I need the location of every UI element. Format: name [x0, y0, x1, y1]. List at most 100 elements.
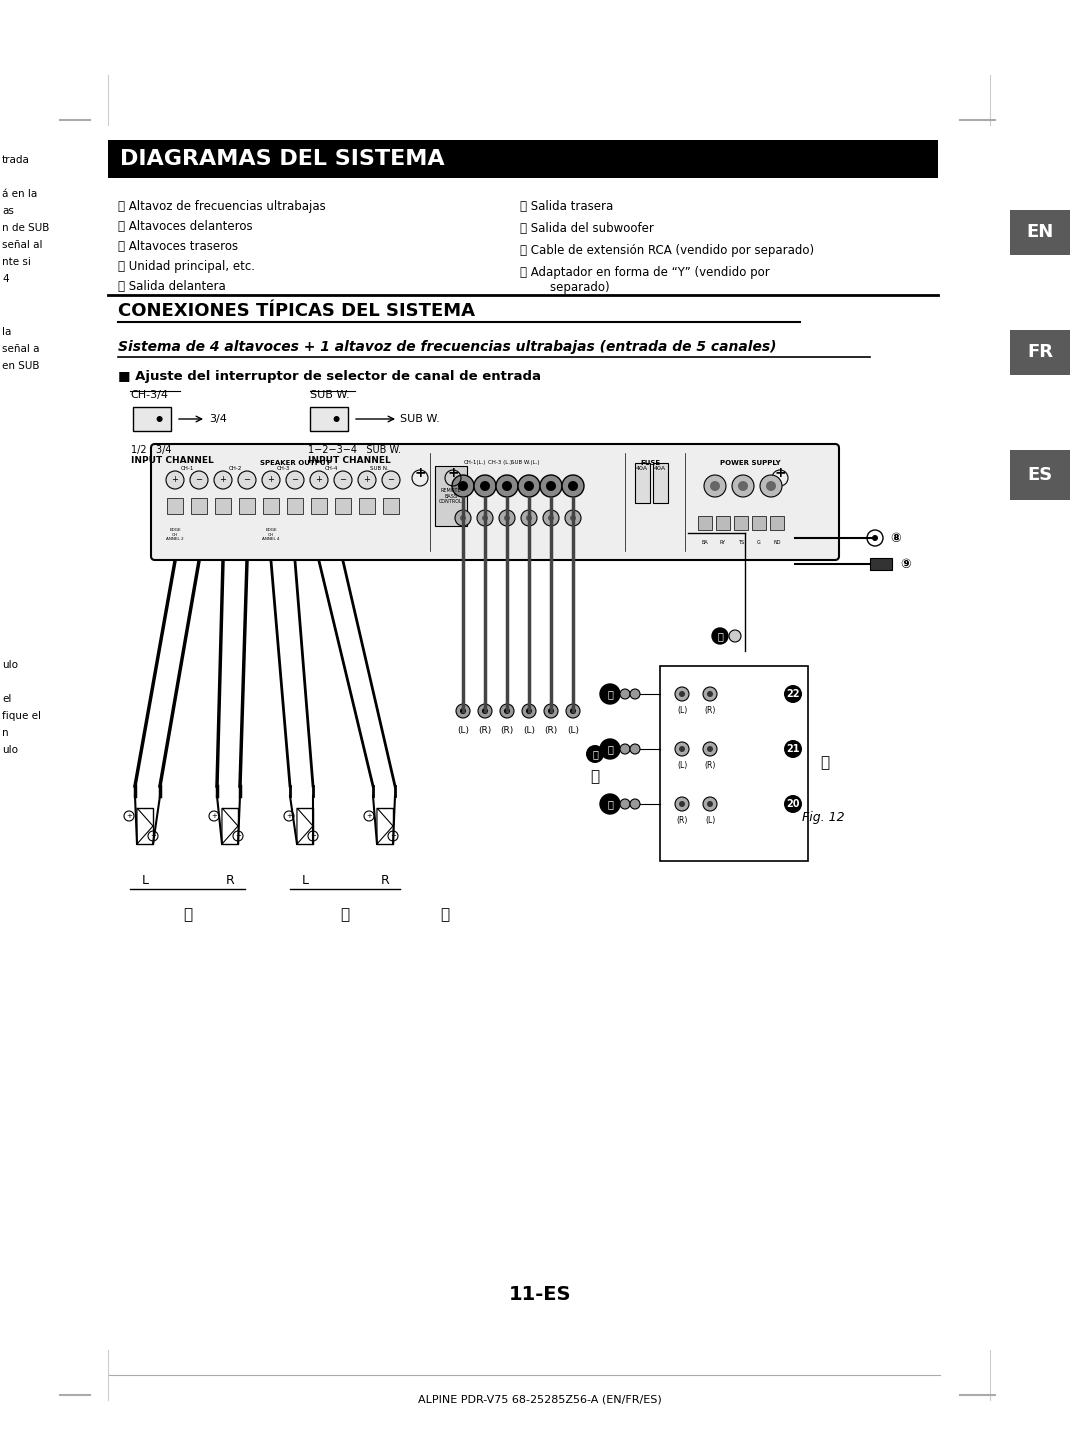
- Text: SUB W.: SUB W.: [400, 414, 440, 424]
- Text: RY: RY: [720, 540, 726, 546]
- Text: ⓔ Salida delantera: ⓔ Salida delantera: [118, 280, 226, 293]
- Circle shape: [460, 516, 465, 521]
- Text: as: as: [2, 205, 14, 215]
- Text: (R): (R): [676, 816, 688, 826]
- Circle shape: [630, 689, 640, 699]
- Circle shape: [620, 689, 630, 699]
- Circle shape: [482, 708, 488, 714]
- Circle shape: [620, 798, 630, 808]
- Bar: [335, 498, 351, 514]
- Text: ⓖ: ⓖ: [592, 750, 598, 760]
- Circle shape: [872, 536, 878, 541]
- Text: (R): (R): [544, 727, 557, 735]
- Text: (R): (R): [478, 727, 491, 735]
- Bar: [770, 516, 784, 530]
- Circle shape: [548, 516, 554, 521]
- Text: INPUT CHANNEL: INPUT CHANNEL: [131, 457, 214, 465]
- Text: +: +: [447, 467, 459, 480]
- Circle shape: [568, 481, 578, 491]
- Circle shape: [630, 744, 640, 754]
- Text: nte si: nte si: [2, 257, 31, 267]
- Text: INPUT CHANNEL: INPUT CHANNEL: [308, 457, 391, 465]
- Circle shape: [566, 704, 580, 718]
- Circle shape: [732, 475, 754, 497]
- Circle shape: [546, 481, 556, 491]
- Bar: [167, 498, 183, 514]
- Circle shape: [190, 471, 208, 490]
- Circle shape: [679, 801, 685, 807]
- Text: ulo: ulo: [2, 745, 18, 755]
- Text: ⑨: ⑨: [900, 557, 910, 570]
- Bar: [108, 139, 939, 178]
- Text: ⓑ: ⓑ: [183, 908, 192, 922]
- Circle shape: [867, 530, 883, 546]
- Text: ⓑ Altavoces delanteros: ⓑ Altavoces delanteros: [118, 220, 253, 233]
- Text: CH-1: CH-1: [180, 467, 193, 471]
- Text: EDGE
CH
ANNEL 4: EDGE CH ANNEL 4: [262, 528, 280, 541]
- Circle shape: [586, 745, 604, 763]
- Circle shape: [543, 510, 559, 526]
- Bar: [734, 516, 748, 530]
- Text: −: −: [292, 475, 298, 484]
- Text: 40A: 40A: [653, 467, 666, 471]
- Bar: [660, 666, 808, 862]
- Bar: [311, 498, 327, 514]
- Bar: [1010, 330, 1070, 375]
- Circle shape: [499, 510, 515, 526]
- Text: +: +: [172, 475, 178, 484]
- Text: BA: BA: [702, 540, 708, 546]
- Circle shape: [453, 475, 474, 497]
- Text: ulo: ulo: [2, 661, 18, 671]
- Text: −: −: [339, 475, 347, 484]
- Text: +: +: [219, 475, 227, 484]
- Circle shape: [478, 704, 492, 718]
- Text: ⓐ Altavoz de frecuencias ultrabajas: ⓐ Altavoz de frecuencias ultrabajas: [118, 200, 326, 213]
- Bar: [716, 516, 730, 530]
- Circle shape: [214, 471, 232, 490]
- Text: −: −: [150, 833, 156, 839]
- Circle shape: [600, 740, 620, 760]
- Circle shape: [544, 704, 558, 718]
- Text: −: −: [243, 475, 251, 484]
- Text: R: R: [226, 875, 234, 887]
- Text: CH-4: CH-4: [324, 467, 338, 471]
- Text: −: −: [195, 475, 203, 484]
- Circle shape: [707, 801, 713, 807]
- Bar: [310, 406, 348, 431]
- Bar: [752, 516, 766, 530]
- Text: −: −: [390, 833, 396, 839]
- Text: Sistema de 4 altavoces + 1 altavoz de frecuencias ultrabajas (entrada de 5 canal: Sistema de 4 altavoces + 1 altavoz de fr…: [118, 340, 777, 355]
- Text: 4: 4: [2, 274, 9, 284]
- Bar: [698, 516, 712, 530]
- Circle shape: [548, 708, 554, 714]
- Circle shape: [703, 686, 717, 701]
- Text: (L): (L): [567, 727, 579, 735]
- Bar: [870, 559, 892, 570]
- Text: (R): (R): [704, 707, 716, 715]
- Circle shape: [357, 471, 376, 490]
- Text: ⓐ: ⓐ: [441, 908, 449, 922]
- Text: el: el: [2, 694, 12, 704]
- Circle shape: [480, 481, 490, 491]
- Text: TS: TS: [738, 540, 744, 546]
- Text: +: +: [364, 475, 370, 484]
- Text: ND: ND: [773, 540, 781, 546]
- Bar: [1010, 210, 1070, 256]
- Circle shape: [238, 471, 256, 490]
- Text: ES: ES: [1027, 467, 1053, 484]
- Text: +: +: [774, 467, 786, 480]
- Text: ⓕ: ⓕ: [717, 630, 723, 640]
- Circle shape: [456, 704, 470, 718]
- Circle shape: [502, 481, 512, 491]
- Text: ⓗ Cable de extensión RCA (vendido por separado): ⓗ Cable de extensión RCA (vendido por se…: [519, 244, 814, 257]
- Text: ⓕ Salida trasera: ⓕ Salida trasera: [519, 200, 613, 213]
- Circle shape: [760, 475, 782, 497]
- Circle shape: [703, 742, 717, 755]
- Circle shape: [524, 481, 534, 491]
- Polygon shape: [297, 808, 313, 844]
- Text: +: +: [366, 813, 372, 819]
- Circle shape: [526, 708, 532, 714]
- Text: SUB W.: SUB W.: [310, 391, 350, 401]
- Circle shape: [455, 510, 471, 526]
- Text: (L): (L): [705, 816, 715, 826]
